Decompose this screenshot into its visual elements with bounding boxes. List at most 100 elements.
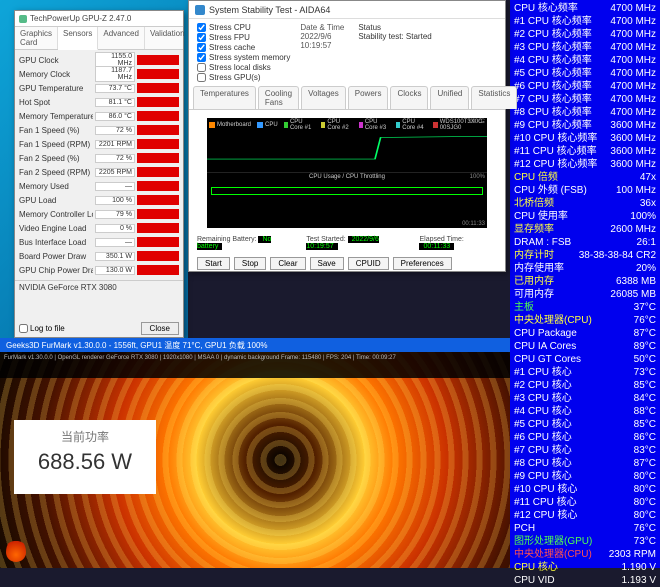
aida-statusline: Remaining Battery: No battery Test Start… bbox=[189, 236, 505, 253]
aida-preferences-button[interactable]: Preferences bbox=[393, 257, 452, 270]
hwinfo-row: CPU 倍频47x bbox=[514, 171, 656, 184]
aida-elap-v: 00:11:33 bbox=[419, 243, 454, 250]
hwinfo-row: #5 CPU 核心频率4700 MHz bbox=[514, 67, 656, 80]
sensor-row: GPU Clock1155.0 MHz bbox=[19, 53, 179, 67]
aida-cpuid-button[interactable]: CPUID bbox=[348, 257, 389, 270]
aida-temp-graph: MotherboardCPUCPU Core #1CPU Core #2CPU … bbox=[207, 118, 487, 173]
aida-graph-tabs: TemperaturesCooling FansVoltagesPowersCl… bbox=[189, 86, 505, 110]
sensor-row: Video Engine Load0 % bbox=[19, 221, 179, 235]
power-label: 当前功率 bbox=[14, 428, 156, 445]
aida-tab[interactable]: Cooling Fans bbox=[258, 86, 299, 109]
checkbox[interactable] bbox=[197, 73, 206, 82]
checkbox[interactable] bbox=[197, 53, 206, 62]
aida-save-button[interactable]: Save bbox=[310, 257, 344, 270]
aida-clear-button[interactable]: Clear bbox=[270, 257, 305, 270]
gpuz-titlebar[interactable]: TechPowerUp GPU-Z 2.47.0 bbox=[15, 11, 183, 27]
sensor-row: Fan 1 Speed (RPM)2201 RPM bbox=[19, 137, 179, 151]
gpuz-log-check[interactable] bbox=[19, 324, 28, 333]
aida-tab[interactable]: Temperatures bbox=[193, 86, 256, 109]
hwinfo-row: #10 CPU 核心80°C bbox=[514, 483, 656, 496]
hwinfo-row: 主板37°C bbox=[514, 301, 656, 314]
aida-title: System Stability Test - AIDA64 bbox=[209, 5, 330, 15]
aida-status-label: Status bbox=[358, 23, 381, 32]
sensor-row: GPU Load100 % bbox=[19, 193, 179, 207]
aida-start-button[interactable]: Start bbox=[197, 257, 230, 270]
aida-stress-check[interactable]: Stress cache bbox=[197, 43, 290, 52]
furmark-titlebar[interactable]: Geeks3D FurMark v1.30.0.0 - 1556ft, GPU1… bbox=[0, 338, 510, 352]
sensor-row: Memory Clock1187.7 MHz bbox=[19, 67, 179, 81]
checkbox[interactable] bbox=[197, 23, 206, 32]
hwinfo-row: CPU 外频 (FSB)100 MHz bbox=[514, 184, 656, 197]
hwinfo-row: #1 CPU 核心频率4700 MHz bbox=[514, 15, 656, 28]
aida-buttons: Start Stop Clear Save CPUID Preferences bbox=[189, 253, 505, 274]
hwinfo-row: #3 CPU 核心频率4700 MHz bbox=[514, 41, 656, 54]
pct-100b: 100% bbox=[470, 174, 485, 180]
aida-stress-check[interactable]: Stress FPU bbox=[197, 33, 290, 42]
checkbox[interactable] bbox=[197, 63, 206, 72]
hwinfo-row: #8 CPU 核心87°C bbox=[514, 457, 656, 470]
aida-titlebar[interactable]: System Stability Test - AIDA64 bbox=[189, 1, 505, 19]
hwinfo-row: #5 CPU 核心85°C bbox=[514, 418, 656, 431]
gpuz-icon bbox=[19, 15, 27, 23]
sensor-row: Fan 2 Speed (RPM)2205 RPM bbox=[19, 165, 179, 179]
gpuz-title: TechPowerUp GPU-Z 2.47.0 bbox=[30, 14, 131, 23]
gpuz-tab[interactable]: Advanced bbox=[98, 27, 145, 49]
hwinfo-row: 内存计时38-38-38-84 CR2 bbox=[514, 249, 656, 262]
gpuz-close-button[interactable]: Close bbox=[141, 322, 179, 335]
hwinfo-row: CPU GT Cores50°C bbox=[514, 353, 656, 366]
sensor-row: GPU Temperature73.7 °C bbox=[19, 81, 179, 95]
aida-meta: Date & TimeStatus 2022/9/6 10:19:57Stabi… bbox=[300, 23, 497, 82]
aida-stress-check[interactable]: Stress local disks bbox=[197, 63, 290, 72]
hwinfo-row: #7 CPU 核心频率4700 MHz bbox=[514, 93, 656, 106]
gpuz-log-checkbox[interactable]: Log to file bbox=[19, 324, 65, 333]
hwinfo-row: #6 CPU 核心86°C bbox=[514, 431, 656, 444]
hwinfo-row: #12 CPU 核心频率3600 MHz bbox=[514, 158, 656, 171]
aida-tab[interactable]: Clocks bbox=[390, 86, 428, 109]
aida-stop-button[interactable]: Stop bbox=[234, 257, 266, 270]
hwinfo-row: CPU VID1.193 V bbox=[514, 574, 656, 587]
time-axis: 00:11:33 bbox=[462, 221, 485, 227]
hwinfo-row: #10 CPU 核心频率3600 MHz bbox=[514, 132, 656, 145]
checkbox[interactable] bbox=[197, 33, 206, 42]
hwinfo-row: 北桥倍频36x bbox=[514, 197, 656, 210]
hwinfo-row: #3 CPU 核心84°C bbox=[514, 392, 656, 405]
aida-tab[interactable]: Powers bbox=[348, 86, 389, 109]
aida-tab[interactable]: Statistics bbox=[471, 86, 517, 109]
aida-icon bbox=[195, 5, 205, 15]
sensor-row: Bus Interface Load— bbox=[19, 235, 179, 249]
hwinfo-row: #11 CPU 核心80°C bbox=[514, 496, 656, 509]
hwinfo-row: CPU 核心频率4700 MHz bbox=[514, 2, 656, 15]
sensor-row: Memory Used— bbox=[19, 179, 179, 193]
hwinfo-row: PCH76°C bbox=[514, 522, 656, 535]
aida-tab[interactable]: Unified bbox=[430, 86, 469, 109]
hwinfo-row: 可用内存26085 MB bbox=[514, 288, 656, 301]
hwinfo-row: #9 CPU 核心频率3600 MHz bbox=[514, 119, 656, 132]
aida-stress-check[interactable]: Stress CPU bbox=[197, 23, 290, 32]
pct-100: 100°C bbox=[468, 119, 485, 125]
furmark-render: FurMark v1.30.0.0 | OpenGL renderer GeFo… bbox=[0, 352, 510, 568]
checkbox[interactable] bbox=[197, 43, 206, 52]
furmark-title: Geeks3D FurMark v1.30.0.0 - 1556ft, GPU1… bbox=[6, 340, 268, 351]
sensor-row: GPU Chip Power Draw130.0 W bbox=[19, 263, 179, 277]
hwinfo-row: #4 CPU 核心88°C bbox=[514, 405, 656, 418]
hwinfo-row: CPU Package87°C bbox=[514, 327, 656, 340]
aida-tab[interactable]: Voltages bbox=[301, 86, 346, 109]
aida-start-l: Test Started: bbox=[306, 236, 345, 243]
gpuz-tab[interactable]: Validation bbox=[145, 27, 191, 49]
gpuz-log-label: Log to file bbox=[30, 324, 65, 333]
aida-stress-check[interactable]: Stress system memory bbox=[197, 53, 290, 62]
hwinfo-row: 中央处理器(CPU)2303 RPM bbox=[514, 548, 656, 561]
hwinfo-row: #12 CPU 核心80°C bbox=[514, 509, 656, 522]
sensor-row: Fan 2 Speed (%)72 % bbox=[19, 151, 179, 165]
flame-icon bbox=[6, 538, 26, 562]
sensor-row: Memory Temperature86.0 °C bbox=[19, 109, 179, 123]
hwinfo-sidebar: CPU 核心频率4700 MHz#1 CPU 核心频率4700 MHz#2 CP… bbox=[510, 0, 660, 568]
gpuz-tab[interactable]: Graphics Card bbox=[15, 27, 58, 49]
gpuz-tab[interactable]: Sensors bbox=[58, 27, 98, 50]
hwinfo-row: #6 CPU 核心频率4700 MHz bbox=[514, 80, 656, 93]
furmark-overlay: FurMark v1.30.0.0 | OpenGL renderer GeFo… bbox=[0, 352, 510, 378]
hwinfo-row: DRAM : FSB26:1 bbox=[514, 236, 656, 249]
aida-stress-check[interactable]: Stress GPU(s) bbox=[197, 73, 290, 82]
hwinfo-row: #1 CPU 核心73°C bbox=[514, 366, 656, 379]
aida-usage-bar bbox=[211, 187, 483, 195]
